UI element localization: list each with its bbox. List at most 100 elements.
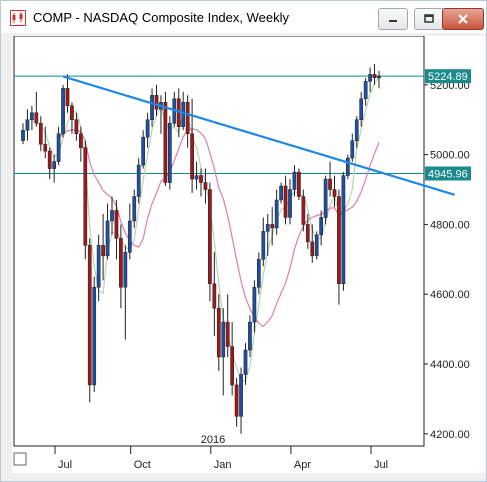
close-button[interactable] — [442, 8, 484, 30]
candle-body — [346, 157, 350, 176]
candle-body — [110, 210, 114, 222]
x-tick-label: Jul — [374, 459, 388, 471]
candle-body — [52, 161, 56, 169]
candle-body — [234, 384, 239, 417]
candle-body — [123, 252, 128, 288]
candle-body — [150, 95, 154, 120]
candle-body — [65, 88, 70, 107]
x-tick-label: Apr — [294, 459, 311, 471]
candle-body — [83, 147, 88, 246]
y-tick-label: 5000.00 — [430, 150, 470, 162]
candle-body — [323, 178, 328, 218]
candle-body — [87, 245, 92, 386]
candle-body — [297, 171, 301, 197]
candle-body — [372, 74, 377, 79]
candle-body — [252, 286, 257, 323]
candle-body — [288, 189, 292, 218]
stock-chart-icon — [10, 10, 26, 26]
candle-body — [21, 129, 25, 141]
candle-body — [274, 199, 279, 229]
candle-body — [96, 245, 101, 288]
candle-body — [328, 178, 332, 190]
year-label: 2016 — [201, 434, 225, 446]
minimize-button[interactable] — [378, 8, 408, 30]
candle-body — [203, 182, 208, 190]
maximize-button[interactable] — [414, 8, 444, 30]
candle-body — [43, 143, 48, 152]
candle-body — [225, 321, 230, 347]
maximize-icon — [424, 14, 434, 23]
chart-panel[interactable]: 5200.00 5000.00 4800.00 4600.00 4400.00 4200.… — [12, 35, 485, 473]
candle-body — [199, 175, 203, 183]
candle-body — [368, 74, 372, 82]
candle-body — [168, 122, 172, 183]
candle-body — [127, 220, 132, 253]
candle-body — [181, 102, 186, 127]
candle-body — [132, 196, 137, 222]
trendline — [62, 75, 455, 196]
candle-body — [350, 140, 355, 159]
candle-body — [141, 136, 146, 166]
candle-body — [105, 220, 110, 257]
candle-body — [25, 119, 30, 131]
candle-body — [92, 286, 97, 386]
x-tick-label: Oct — [134, 459, 151, 471]
candle-body — [305, 224, 310, 243]
candle-body — [270, 224, 275, 229]
candle-body — [74, 119, 79, 134]
candle-body — [341, 175, 346, 284]
candle-body — [34, 112, 39, 124]
candle-body — [261, 231, 266, 260]
candle-body — [208, 189, 212, 284]
candle-body — [354, 119, 359, 141]
candle-body — [319, 217, 323, 236]
plot-frame — [13, 35, 425, 447]
price-label-box-1 — [425, 166, 471, 181]
candle-body — [185, 102, 190, 134]
window-title: COMP - NASDAQ Composite Index, Weekly — [33, 10, 289, 25]
candle-body — [248, 321, 252, 351]
candle-body — [359, 98, 364, 120]
close-icon — [458, 14, 468, 24]
candle-body — [337, 196, 341, 284]
price-label-box-0 — [425, 69, 471, 84]
candle-body — [301, 196, 306, 225]
candle-body — [243, 349, 248, 375]
candle-body — [119, 238, 123, 288]
candle-body — [56, 133, 61, 162]
candle-body — [310, 241, 315, 257]
price-label-1: 4945.96 — [428, 168, 468, 180]
candle-body — [265, 224, 270, 232]
price-chart[interactable]: 5200.005000.004800.004600.004400.004200.… — [12, 35, 485, 473]
candle-body — [38, 122, 43, 145]
candle-body — [314, 234, 319, 257]
price-label-0: 5224.89 — [428, 71, 468, 83]
candle-body — [221, 321, 226, 358]
candle-body — [363, 81, 368, 100]
candle-body — [114, 210, 119, 239]
candle-body — [279, 185, 283, 201]
candle-body — [216, 307, 221, 358]
candle-body — [47, 150, 52, 169]
x-tick-label: Jul — [58, 459, 72, 471]
scroll-corner-box — [13, 452, 27, 466]
candle-body — [194, 175, 199, 180]
candle-body — [154, 95, 159, 110]
candle-body — [61, 88, 65, 134]
candle-body — [145, 119, 150, 138]
candle-body — [230, 346, 235, 386]
candle-body — [239, 374, 243, 417]
title-bar[interactable]: COMP - NASDAQ Composite Index, Weekly — [1, 1, 486, 33]
candle-body — [257, 259, 261, 288]
candle-body — [70, 105, 74, 120]
candle-body — [212, 283, 217, 309]
candle-body — [292, 171, 297, 190]
candle-body — [30, 112, 34, 120]
minimize-icon — [389, 20, 397, 22]
y-tick-label: 4400.00 — [430, 359, 470, 371]
candle-body — [377, 75, 381, 79]
candle-body — [163, 102, 168, 183]
candle-body — [283, 185, 288, 218]
candle-body — [190, 133, 194, 180]
